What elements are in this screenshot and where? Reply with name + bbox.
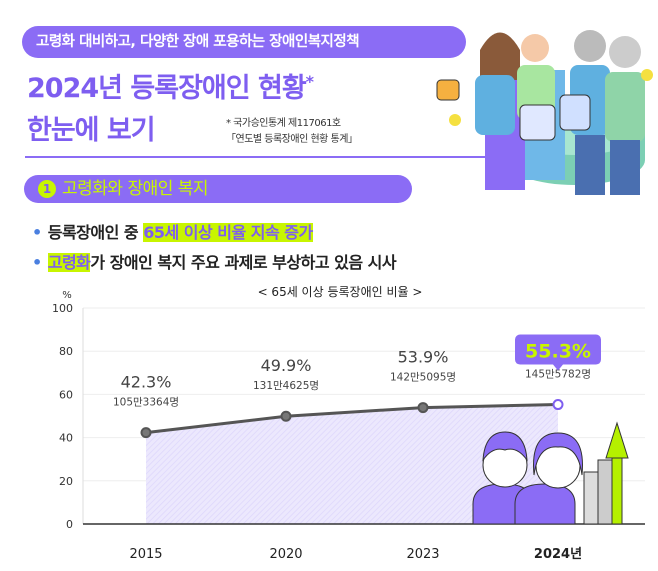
count-label: 145만5782명	[525, 369, 591, 381]
data-label: 49.9%	[261, 356, 312, 375]
note-line2: 「연도별 등록장애인 현황 통계」	[226, 134, 358, 145]
y-tick-label: 0	[66, 518, 73, 531]
banner: 고령화 대비하고, 다양한 장애 포용하는 장애인복지정책	[22, 26, 466, 58]
note-line1: * 국가승인통계 제117061호	[226, 118, 341, 129]
highlight-callout	[515, 334, 601, 365]
data-label: 42.3%	[121, 373, 172, 392]
chart-title: < 65세 이상 등록장애인 비율 >	[258, 285, 423, 299]
count-label: 131만4625명	[253, 380, 319, 392]
y-tick-label: 60	[59, 388, 73, 401]
y-tick-label: 20	[59, 475, 73, 488]
section-title: 고령화와 장애인 복지	[62, 179, 209, 199]
callout-pointer	[553, 364, 563, 371]
elderly-couple-illustration	[472, 421, 629, 525]
count-label: 105만3364명	[113, 397, 179, 409]
x-tick-label: 2015	[129, 547, 162, 562]
line-chart: < 65세 이상 등록장애인 비율 > % 0 20 40 60 80 100 2015 1…	[52, 285, 645, 562]
x-tick-label: 2024년	[534, 547, 582, 562]
count-label: 142만5095명	[390, 372, 456, 384]
bullet-2: • 고령화가 장애인 복지 주요 과제로 부상하고 있음 시사	[32, 253, 397, 272]
series-line	[145, 403, 559, 435]
data-label: 53.9%	[398, 348, 449, 367]
section-number: 1	[38, 180, 56, 198]
title-text: 2024년 등록장애인 현황	[27, 73, 307, 104]
divider	[25, 156, 645, 158]
title-asterisk: *	[305, 72, 314, 91]
y-tick-label: 100	[52, 302, 73, 315]
data-point	[280, 410, 292, 422]
data-label: 55.3%	[525, 341, 591, 363]
people-illustration	[436, 30, 653, 195]
data-point	[417, 402, 429, 414]
bullet-1: • 등록장애인 중 65세 이상 비율 지속 증가	[32, 223, 313, 242]
x-tick-label: 2020	[269, 547, 302, 562]
area-fill	[146, 404, 558, 524]
bullet-highlight: 고령화	[47, 253, 91, 272]
bullet-highlight: 65세 이상 비율 지속 증가	[143, 223, 313, 242]
data-point	[552, 399, 564, 411]
x-tick-label: 2023	[406, 547, 439, 562]
bullet-text: 가 장애인 복지 주요 과제로 부상하고 있음 시사	[90, 253, 397, 272]
section-header	[24, 175, 412, 203]
y-tick-label: 80	[59, 345, 73, 358]
title-line2: 한눈에 보기	[27, 115, 156, 146]
y-axis-label: %	[62, 290, 72, 301]
title-line1: 2024년 등록장애인 현황*	[27, 66, 314, 105]
bullet-text: 등록장애인 중	[47, 223, 144, 242]
y-tick-label: 40	[59, 432, 73, 445]
data-point	[140, 427, 152, 439]
